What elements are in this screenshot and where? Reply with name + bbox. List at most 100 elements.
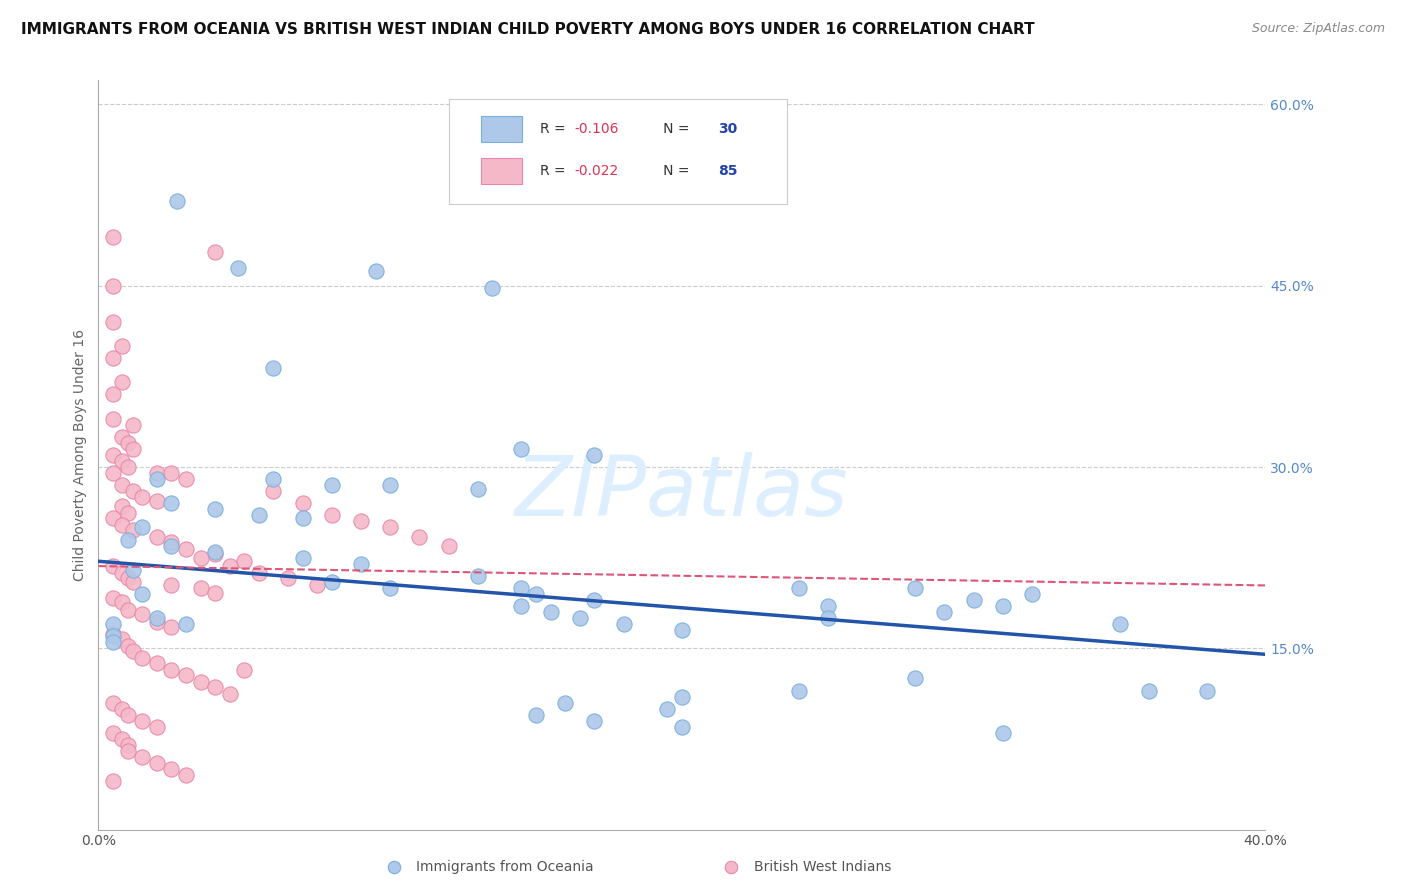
Point [174,617,197,632]
Text: 85: 85 [718,164,738,178]
Point [380,581,402,595]
Point [350,557,373,571]
Point [111,339,134,353]
Point [204,544,226,558]
Point [321,478,343,492]
Point [101,617,124,632]
FancyBboxPatch shape [449,99,787,204]
Text: ZIPatlas: ZIPatlas [515,452,849,533]
Point [160,539,183,553]
Point [160,466,183,480]
Point [122,523,145,537]
Point [117,738,139,752]
Point [160,762,183,776]
Point [190,581,212,595]
Point [122,442,145,456]
Point [146,466,169,480]
Point [277,571,299,585]
Point [204,547,226,561]
Point [583,448,606,462]
Point [117,460,139,475]
Point [408,530,430,544]
Point [510,442,533,456]
Point [568,611,591,625]
FancyBboxPatch shape [481,116,522,142]
Point [111,731,134,746]
Point [904,581,927,595]
Point [160,578,183,592]
Point [131,714,153,728]
Point [111,566,134,581]
Point [524,707,547,722]
Point [262,484,284,499]
Point [1137,683,1160,698]
Point [117,506,139,520]
Point [291,496,314,510]
Point [174,472,197,486]
Point [787,683,810,698]
Point [146,656,169,670]
Point [510,599,533,613]
Point [817,611,839,625]
Point [554,696,576,710]
Point [101,411,124,425]
Point [160,663,183,677]
Point [481,281,503,295]
Point [233,554,256,568]
Point [101,466,124,480]
Point [262,472,284,486]
Point [117,571,139,585]
Point [174,542,197,557]
Point [204,680,226,694]
Text: R =: R = [540,122,569,136]
Point [307,578,329,592]
Point [146,720,169,734]
Point [612,617,634,632]
Point [111,595,134,609]
Point [101,315,124,329]
Point [247,508,270,523]
Point [904,789,927,803]
Text: N =: N = [651,122,695,136]
Point [101,448,124,462]
Point [111,478,134,492]
Point [671,690,693,704]
Point [101,696,124,710]
Point [160,496,183,510]
Point [467,568,489,582]
Point [657,702,679,716]
Point [131,520,153,534]
Point [122,484,145,499]
FancyBboxPatch shape [481,158,522,185]
Point [160,619,183,633]
Point [131,651,153,665]
Point [247,566,270,581]
Point [991,726,1014,740]
Point [101,510,124,524]
Point [204,244,226,259]
Point [122,417,145,432]
Point [190,550,212,565]
Point [437,539,460,553]
Point [117,435,139,450]
Point [117,639,139,653]
Text: Immigrants from Oceania: Immigrants from Oceania [416,860,593,874]
Point [146,756,169,770]
Point [510,581,533,595]
Point [146,611,169,625]
Point [321,574,343,589]
Point [350,515,373,529]
Text: R =: R = [540,164,569,178]
Point [111,454,134,468]
Point [122,563,145,577]
Point [131,587,153,601]
Point [787,581,810,595]
Point [524,587,547,601]
Point [1021,587,1043,601]
Point [111,376,134,390]
Point [540,605,562,619]
Point [364,264,387,278]
Point [117,744,139,758]
Point [962,593,984,607]
Point [291,550,314,565]
